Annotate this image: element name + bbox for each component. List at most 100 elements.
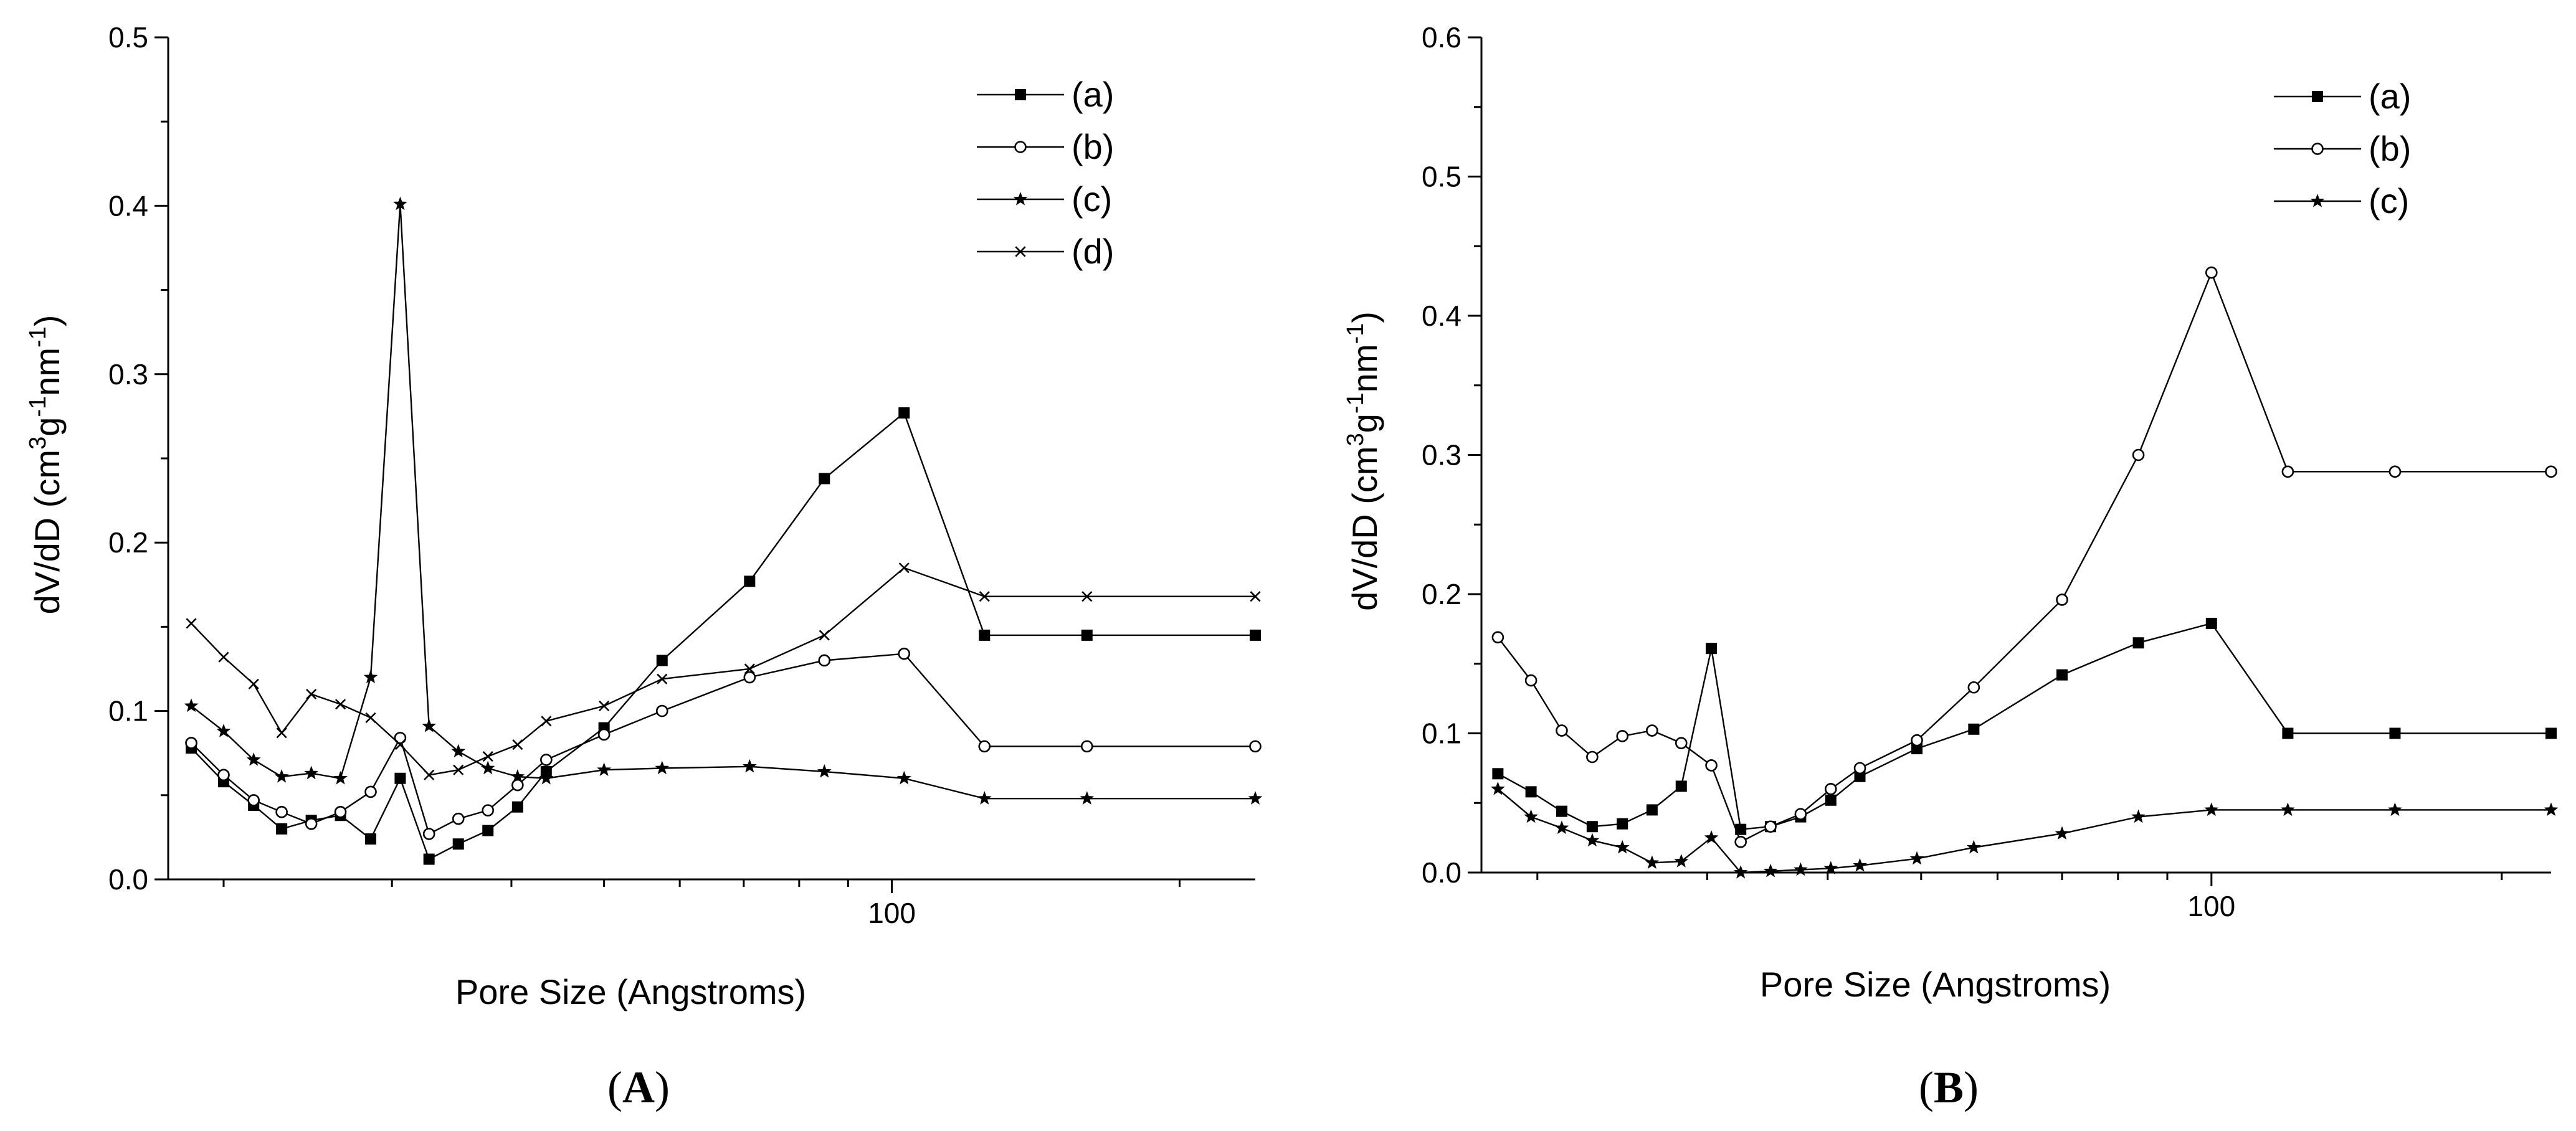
data-point xyxy=(1525,786,1537,798)
y-tick-label: 0.0 xyxy=(1422,856,1461,889)
y-axis-title-superscript: -1 xyxy=(25,396,51,417)
legend-marker xyxy=(1013,192,1028,206)
data-point xyxy=(819,630,830,641)
data-point xyxy=(744,663,755,674)
data-point xyxy=(655,760,670,775)
data-point xyxy=(1675,780,1687,792)
data-point xyxy=(977,791,992,805)
data-point xyxy=(1967,681,1980,694)
y-axis-title-superscript: -1 xyxy=(1343,392,1369,414)
caption-paren: ) xyxy=(1964,1062,1979,1112)
legend-marker xyxy=(1015,246,1026,257)
y-axis-title: dV/dD (cm3g-1nm-1) xyxy=(25,315,67,615)
data-point xyxy=(1734,836,1747,848)
data-point xyxy=(1248,791,1263,805)
data-point xyxy=(1554,820,1569,835)
data-point xyxy=(1794,862,1808,876)
data-point xyxy=(1646,804,1658,816)
data-point xyxy=(2281,802,2295,816)
y-tick-label: 0.2 xyxy=(1422,578,1461,610)
data-point xyxy=(2132,637,2144,649)
caption-paren: ( xyxy=(607,1062,622,1112)
y-tick-label: 0.1 xyxy=(108,695,148,727)
series-line xyxy=(191,411,1255,861)
data-point xyxy=(1704,830,1719,844)
legend-label: (b) xyxy=(1072,127,1114,166)
legend-label: (c) xyxy=(2369,181,2409,220)
data-point xyxy=(365,833,377,845)
data-point xyxy=(1556,805,1567,817)
data-point xyxy=(247,794,260,807)
legend-label: (c) xyxy=(1072,179,1112,219)
data-point xyxy=(185,737,197,749)
y-tick-label: 0.5 xyxy=(108,21,148,54)
data-point xyxy=(306,688,317,700)
series-line xyxy=(1497,270,2551,843)
data-point xyxy=(742,759,757,773)
data-point xyxy=(541,716,552,727)
data-point xyxy=(978,740,991,753)
data-point xyxy=(1524,674,1538,687)
data-point xyxy=(482,825,494,836)
data-point xyxy=(744,575,756,587)
data-point xyxy=(599,700,610,712)
data-point xyxy=(422,718,437,732)
panel-caption: (B) xyxy=(1919,1062,1979,1112)
data-point xyxy=(1080,740,1093,753)
y-axis-title-superscript: -1 xyxy=(25,326,51,348)
y-axis-title-superscript: -1 xyxy=(1343,323,1369,344)
data-point xyxy=(2056,669,2068,681)
data-point xyxy=(979,591,990,602)
y-tick-label: 0.0 xyxy=(108,863,148,896)
data-point xyxy=(2281,465,2294,478)
data-point xyxy=(217,769,230,782)
data-point xyxy=(451,744,466,758)
data-point xyxy=(1911,734,1923,747)
y-axis-title-superscript: 3 xyxy=(25,437,51,450)
data-point xyxy=(1081,629,1093,641)
data-point xyxy=(452,838,464,850)
data-point xyxy=(333,770,348,785)
data-point xyxy=(1081,591,1093,602)
data-point xyxy=(512,739,523,750)
data-point xyxy=(482,751,493,762)
data-point xyxy=(1706,643,1718,655)
y-axis-title-part: dV/dD (cm xyxy=(27,450,67,615)
data-point xyxy=(394,772,406,784)
data-point xyxy=(2388,465,2402,478)
series-b xyxy=(1491,266,2557,848)
data-point xyxy=(305,817,318,830)
data-point xyxy=(276,823,288,835)
data-point xyxy=(510,769,525,783)
data-point xyxy=(896,770,911,785)
data-point xyxy=(540,754,553,766)
x-tick-label: 100 xyxy=(2187,890,2235,922)
y-tick-label: 0.1 xyxy=(1422,717,1461,750)
x-axis-title: Pore Size (Angstroms) xyxy=(455,972,806,1011)
legend-label: (b) xyxy=(2369,129,2411,168)
data-point xyxy=(2056,594,2068,606)
data-point xyxy=(657,673,668,684)
data-point xyxy=(819,473,830,485)
data-point xyxy=(2205,266,2218,279)
data-point xyxy=(1705,759,1718,772)
caption-letter: B xyxy=(1934,1062,1964,1112)
y-axis-title-part: nm xyxy=(27,348,67,396)
data-point xyxy=(1646,724,1658,737)
data-point xyxy=(2389,727,2401,739)
legend-marker xyxy=(2310,194,2325,207)
data-point xyxy=(1675,737,1688,749)
data-point xyxy=(656,655,668,666)
data-point xyxy=(364,785,377,798)
data-point xyxy=(1764,820,1777,833)
data-point xyxy=(1617,818,1628,830)
panel-caption: (A) xyxy=(607,1062,670,1112)
legend-label: (a) xyxy=(2369,77,2411,116)
data-point xyxy=(1823,861,1838,874)
data-point xyxy=(1586,750,1599,764)
data-point xyxy=(2545,727,2557,739)
legend-marker xyxy=(1015,89,1026,100)
data-point xyxy=(2388,802,2402,816)
data-point xyxy=(1825,783,1837,795)
